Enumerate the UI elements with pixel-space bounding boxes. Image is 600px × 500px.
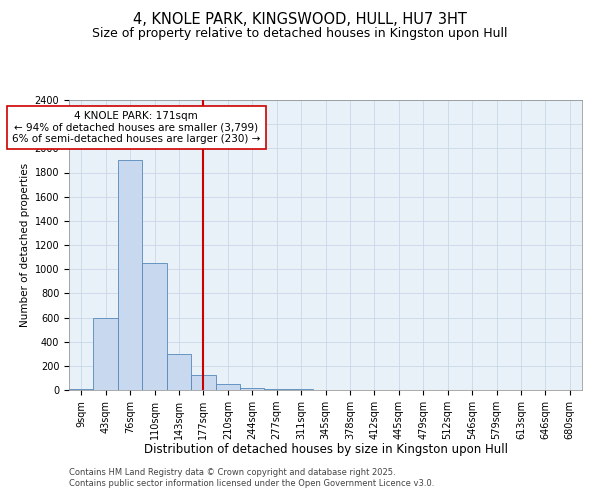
Y-axis label: Number of detached properties: Number of detached properties <box>20 163 31 327</box>
Text: Contains HM Land Registry data © Crown copyright and database right 2025.
Contai: Contains HM Land Registry data © Crown c… <box>69 468 434 487</box>
Text: 4 KNOLE PARK: 171sqm
← 94% of detached houses are smaller (3,799)
6% of semi-det: 4 KNOLE PARK: 171sqm ← 94% of detached h… <box>12 111 260 144</box>
X-axis label: Distribution of detached houses by size in Kingston upon Hull: Distribution of detached houses by size … <box>143 444 508 456</box>
Bar <box>118 160 142 390</box>
Bar <box>167 354 191 390</box>
Bar <box>265 389 289 390</box>
Text: 4, KNOLE PARK, KINGSWOOD, HULL, HU7 3HT: 4, KNOLE PARK, KINGSWOOD, HULL, HU7 3HT <box>133 12 467 28</box>
Text: Size of property relative to detached houses in Kingston upon Hull: Size of property relative to detached ho… <box>92 28 508 40</box>
Bar <box>69 389 94 390</box>
Bar <box>191 375 215 390</box>
Bar <box>215 384 240 390</box>
Bar <box>94 318 118 390</box>
Bar <box>240 388 265 390</box>
Bar <box>142 263 167 390</box>
